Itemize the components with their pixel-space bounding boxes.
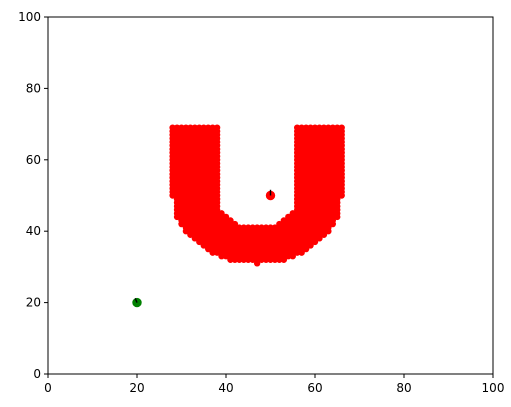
obstacle-point bbox=[236, 224, 243, 231]
obstacle-point bbox=[289, 210, 296, 217]
obstacle-point bbox=[191, 124, 199, 131]
obstacle-point bbox=[218, 210, 225, 217]
u-shaped-obstacle-series bbox=[169, 124, 345, 267]
obstacle-point bbox=[222, 213, 230, 221]
y-tick-label: 100 bbox=[18, 10, 41, 24]
obstacle-point bbox=[271, 224, 279, 231]
y-tick-label: 20 bbox=[26, 296, 41, 310]
obstacle-point bbox=[302, 124, 310, 131]
obstacle-point bbox=[231, 220, 239, 228]
y-tick-label: 60 bbox=[26, 153, 41, 167]
obstacle-point bbox=[196, 124, 203, 131]
obstacle-point bbox=[285, 213, 292, 221]
obstacle-point bbox=[298, 124, 305, 131]
x-tick-label: 20 bbox=[129, 381, 144, 395]
obstacle-point bbox=[320, 124, 328, 131]
y-axis: 0 20 40 60 80 100 bbox=[18, 10, 48, 381]
heading-line bbox=[134, 298, 138, 303]
plot-frame bbox=[47, 16, 494, 375]
obstacle-point bbox=[187, 124, 194, 131]
obstacle-point bbox=[209, 124, 216, 131]
obstacle-point bbox=[182, 124, 190, 131]
obstacle-point bbox=[307, 124, 314, 131]
x-tick-label: 0 bbox=[44, 381, 52, 395]
x-tick-label: 60 bbox=[307, 381, 322, 395]
obstacle-point bbox=[227, 217, 234, 224]
x-tick-label: 100 bbox=[482, 381, 505, 395]
obstacle-point bbox=[240, 224, 247, 231]
y-tick-label: 40 bbox=[26, 224, 41, 238]
heading-annotations bbox=[134, 189, 272, 303]
obstacle-point bbox=[338, 124, 345, 131]
obstacle-point bbox=[258, 224, 265, 231]
obstacle-point bbox=[245, 224, 252, 231]
obstacle-point bbox=[267, 224, 274, 231]
obstacle-point bbox=[205, 124, 212, 131]
x-tick-label: 40 bbox=[218, 381, 233, 395]
obstacle-point bbox=[249, 224, 256, 231]
obstacle-point bbox=[329, 124, 336, 131]
obstacle-point bbox=[325, 124, 332, 131]
obstacle-point bbox=[334, 124, 341, 131]
x-tick-label: 80 bbox=[396, 381, 411, 395]
y-tick-label: 0 bbox=[33, 367, 41, 381]
y-tick-label: 80 bbox=[26, 81, 41, 95]
obstacle-point bbox=[253, 224, 261, 231]
obstacle-point bbox=[213, 124, 221, 131]
obstacle-point bbox=[311, 124, 319, 131]
obstacle-point bbox=[316, 124, 323, 131]
obstacle-point bbox=[169, 124, 176, 131]
obstacle-point bbox=[178, 124, 185, 131]
obstacle-point bbox=[262, 224, 270, 231]
obstacle-point bbox=[294, 124, 301, 131]
obstacle-point bbox=[173, 124, 181, 131]
obstacle-point bbox=[276, 220, 283, 228]
obstacle-point bbox=[200, 124, 207, 131]
x-axis: 0 20 40 60 80 100 bbox=[44, 374, 504, 395]
obstacle-point bbox=[280, 217, 288, 224]
